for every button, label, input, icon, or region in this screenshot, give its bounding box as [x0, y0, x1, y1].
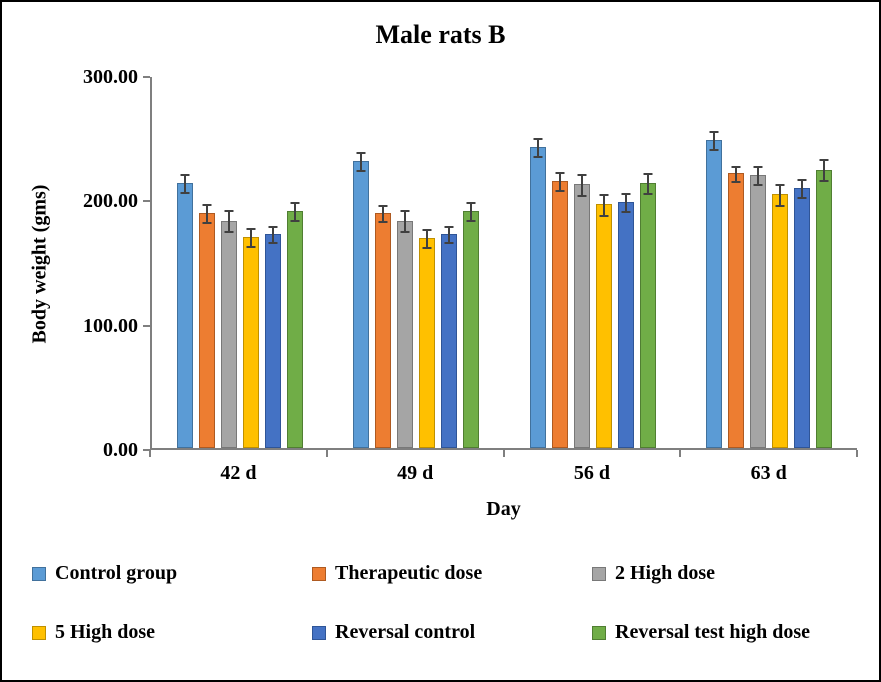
legend-swatch-reversal-test-high-dose	[592, 625, 606, 640]
legend-label: Reversal test high dose	[615, 621, 810, 643]
y-tick-label-200: 200.00	[83, 190, 138, 213]
error-bar	[580, 174, 583, 197]
error-bar	[404, 210, 407, 233]
error-bar	[448, 226, 451, 244]
error-bar	[756, 165, 759, 186]
bar-reversal-test-high-dose-42-d	[287, 201, 304, 448]
bar-2-high-dose-56-d	[573, 174, 590, 448]
bar-therapeutic-dose-63-d	[727, 165, 744, 448]
bar-control-group-63-d	[705, 130, 722, 448]
bar-reversal-test-high-dose-56-d	[639, 173, 656, 448]
error-bar	[558, 171, 561, 192]
x-tick-label-42-d: 42 d	[220, 462, 257, 484]
y-tick-label-300: 300.00	[83, 66, 138, 88]
plot-area	[150, 77, 857, 450]
legend-item-5-high-dose: 5 High dose	[32, 621, 312, 644]
error-bar	[624, 192, 627, 213]
bar-5-high-dose-49-d	[419, 229, 436, 448]
bar-reversal-test-high-dose-49-d	[463, 201, 480, 448]
legend-swatch-5-high-dose	[32, 625, 46, 640]
bar-control-group-56-d	[529, 138, 546, 448]
legend-label: Control group	[55, 562, 178, 584]
legend-item-2-high-dose: 2 High dose	[592, 562, 862, 585]
legend-swatch-reversal-control	[312, 625, 326, 640]
x-tickmark	[856, 450, 858, 457]
bar-group-42-d	[152, 77, 328, 448]
error-bar	[822, 159, 825, 182]
bar-reversal-control-56-d	[617, 192, 634, 448]
bar-5-high-dose-42-d	[243, 227, 260, 448]
x-tick-label-49-d: 49 d	[397, 462, 434, 484]
legend-item-control-group: Control group	[32, 562, 312, 585]
bar-group-63-d	[681, 77, 857, 448]
legend-label: Reversal control	[335, 621, 476, 643]
error-bar	[250, 227, 253, 248]
error-bar	[646, 173, 649, 196]
legend-label: Therapeutic dose	[335, 562, 483, 584]
error-bar	[602, 194, 605, 217]
bar-2-high-dose-63-d	[749, 165, 766, 448]
x-axis-title: Day	[486, 498, 521, 520]
bar-therapeutic-dose-49-d	[375, 205, 392, 448]
y-tickmark	[143, 324, 150, 327]
error-bar	[734, 165, 737, 183]
error-bar	[536, 138, 539, 159]
bar-5-high-dose-63-d	[771, 184, 788, 448]
x-tickmark	[502, 450, 505, 457]
legend-item-therapeutic-dose: Therapeutic dose	[312, 562, 592, 585]
legend-item-reversal-test-high-dose: Reversal test high dose	[592, 621, 862, 644]
x-tickmark	[325, 450, 328, 457]
bar-reversal-control-63-d	[793, 179, 810, 448]
error-bar	[778, 184, 781, 207]
bar-2-high-dose-42-d	[221, 210, 238, 448]
bar-2-high-dose-49-d	[397, 210, 414, 448]
x-tickmark	[679, 450, 682, 457]
legend-swatch-control-group	[32, 566, 46, 581]
legend-item-reversal-control: Reversal control	[312, 621, 592, 644]
legend-label: 5 High dose	[55, 621, 156, 643]
error-bar	[426, 229, 429, 249]
x-tick-label-63-d: 63 d	[750, 462, 787, 484]
bar-control-group-42-d	[177, 174, 194, 448]
error-bar	[184, 174, 187, 195]
bar-reversal-test-high-dose-63-d	[815, 159, 832, 448]
error-bar	[272, 226, 275, 244]
bar-therapeutic-dose-56-d	[551, 171, 568, 448]
bar-reversal-control-49-d	[441, 226, 458, 448]
legend-label: 2 High dose	[615, 562, 716, 584]
bar-group-49-d	[328, 77, 504, 448]
bar-control-group-49-d	[353, 151, 370, 448]
bar-group-56-d	[505, 77, 681, 448]
error-bar	[360, 151, 363, 172]
x-axis-tick-labels: 42 d 49 d 56 d 63 d	[150, 462, 857, 485]
error-bar	[470, 201, 473, 222]
error-bar	[294, 201, 297, 222]
y-tickmark	[143, 449, 150, 451]
error-bar	[712, 130, 715, 151]
legend-swatch-therapeutic-dose	[312, 566, 326, 581]
chart-title: Male rats B	[375, 20, 506, 49]
bar-reversal-control-42-d	[265, 226, 282, 448]
y-tickmark	[143, 200, 150, 203]
error-bar	[800, 179, 803, 200]
error-bar	[228, 210, 231, 233]
bar-therapeutic-dose-42-d	[199, 204, 216, 448]
legend: Control group Therapeutic dose 2 High dose…	[32, 562, 862, 644]
legend-swatch-2-high-dose	[592, 566, 606, 581]
y-tickmark	[143, 76, 150, 78]
error-bar	[206, 204, 209, 224]
error-bar	[382, 205, 385, 223]
x-tick-label-56-d: 56 d	[573, 462, 610, 484]
bar-5-high-dose-56-d	[595, 194, 612, 448]
x-tickmark	[149, 450, 151, 457]
y-tick-label-0: 0.00	[103, 439, 138, 461]
y-axis-title: Body weight (gms)	[28, 184, 51, 344]
y-tick-label-100: 100.00	[83, 314, 138, 337]
